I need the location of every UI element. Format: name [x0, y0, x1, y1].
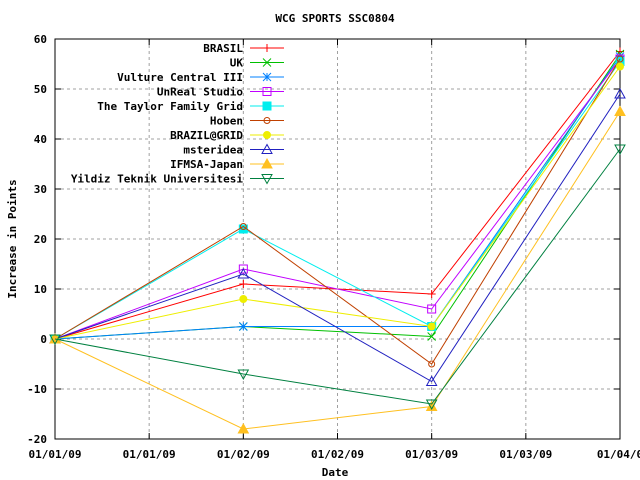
series-line [54, 61, 621, 340]
y-tick-label: 40 [34, 133, 47, 146]
y-tick-label: 20 [34, 233, 47, 246]
series-line [54, 148, 621, 405]
legend-marker [263, 117, 271, 124]
y-axis-label: Increase in Points [6, 179, 19, 298]
data-point [425, 375, 438, 386]
x-tick-label: 01/03/09 [405, 448, 458, 461]
legend-label: Hoben [210, 115, 243, 128]
data-point [237, 267, 250, 279]
data-point [425, 399, 438, 411]
series-line [54, 58, 621, 340]
x-tick-label: 01/01/09 [29, 448, 82, 461]
x-tick-label: 01/02/09 [217, 448, 270, 461]
legend-label: The Taylor Family Grid [97, 100, 243, 113]
legend-label: Yildiz Teknik Universitesi [71, 173, 244, 186]
series-line [54, 111, 621, 430]
series-line [54, 56, 621, 340]
legend-marker [263, 44, 271, 52]
y-tick-label: -10 [27, 383, 47, 396]
legend-label: BRAZIL@GRID [170, 129, 243, 142]
data-point [616, 55, 624, 63]
legend-marker [262, 72, 272, 82]
legend-label: BRASIL [203, 42, 243, 55]
legend-marker [261, 143, 273, 154]
data-point [49, 334, 61, 346]
data-point [427, 290, 436, 298]
x-axis-label: Date [322, 466, 349, 479]
y-tick-label: 30 [34, 183, 47, 196]
data-point [238, 264, 248, 274]
data-point [427, 304, 437, 314]
series-ifmsa-japan [49, 105, 626, 434]
series-line [54, 58, 621, 365]
data-point [237, 422, 250, 434]
legend-marker [262, 101, 272, 111]
series-yildiz-teknik-universitesi [49, 144, 626, 411]
y-tick-label: 50 [34, 83, 47, 96]
data-point [614, 105, 626, 116]
data-point [239, 223, 247, 230]
legend-label: UK [230, 57, 244, 70]
series-line [54, 66, 621, 340]
chart-title: WCG SPORTS SSC0804 [275, 12, 395, 25]
y-tick-label: -20 [27, 433, 47, 446]
y-tick-label: 0 [40, 333, 47, 346]
plot-border [54, 38, 621, 440]
legend-label: UnReal Studio [157, 86, 243, 99]
legend-marker [262, 58, 272, 67]
x-tick-label: 01/03/09 [499, 448, 552, 461]
data-point [239, 280, 248, 288]
data-point [427, 322, 436, 331]
x-tick-label: 01/01/09 [123, 448, 176, 461]
data-point [238, 322, 248, 331]
legend-marker [263, 131, 271, 139]
data-point [239, 295, 248, 303]
y-tick-label: 10 [34, 283, 47, 296]
x-tick-label: 01/02/09 [311, 448, 364, 461]
legend-label: Vulture Central III [117, 71, 243, 84]
data-point [237, 369, 250, 381]
legend-marker [262, 87, 272, 96]
y-tick-label: 60 [34, 33, 47, 46]
legend-marker [261, 157, 273, 169]
x-tick-label: 01/04/0 [597, 448, 640, 461]
data-point [614, 87, 626, 99]
data-point [427, 332, 437, 341]
data-point [425, 400, 438, 411]
series-line [54, 93, 621, 383]
data-point [614, 144, 626, 156]
data-point [616, 62, 624, 71]
data-point [428, 360, 436, 368]
legend-label: IFMSA-Japan [170, 158, 243, 171]
legend-marker [261, 174, 273, 185]
legend-label: msteridea [183, 144, 243, 157]
